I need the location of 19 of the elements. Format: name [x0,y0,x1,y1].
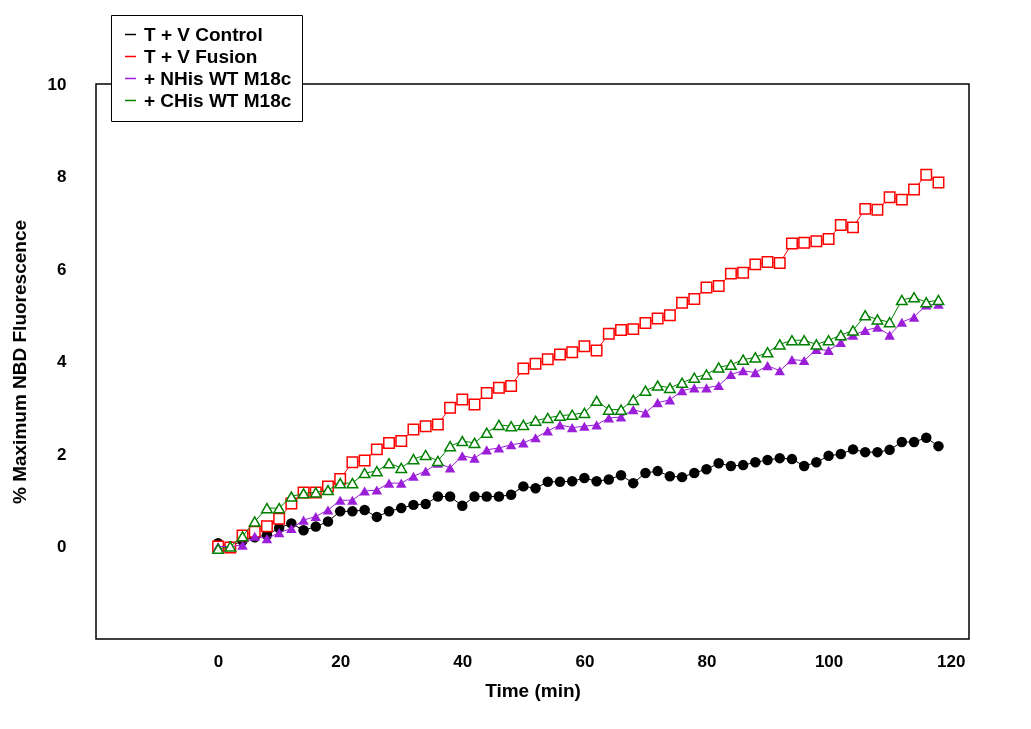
legend-label: T + V Control [144,23,263,45]
x-tick-label: 0 [213,651,224,671]
y-tick-label: 0 [57,537,67,556]
x-tick-label: 60 [575,651,595,671]
x-tick-label: 120 [937,651,966,671]
legend-label: + NHis WT M18c [144,67,292,89]
x-tick-label: 100 [814,651,844,671]
y-tick-label: 6 [57,259,67,279]
y-tick-label: 2 [57,444,67,464]
x-axis-title: Time (min) [485,679,581,701]
y-tick-label: 10 [47,74,67,94]
x-tick-label: 80 [697,651,717,671]
legend-label: + CHis WT M18c [144,89,292,111]
y-tick-label: 4 [57,352,68,371]
x-tick-label: 40 [453,651,473,671]
y-axis-title: % Maximum NBD Fluorescence [8,219,30,505]
y-tick-label: 8 [57,167,67,186]
x-tick-label: 20 [331,651,351,671]
legend-label: T + V Fusion [144,45,258,67]
